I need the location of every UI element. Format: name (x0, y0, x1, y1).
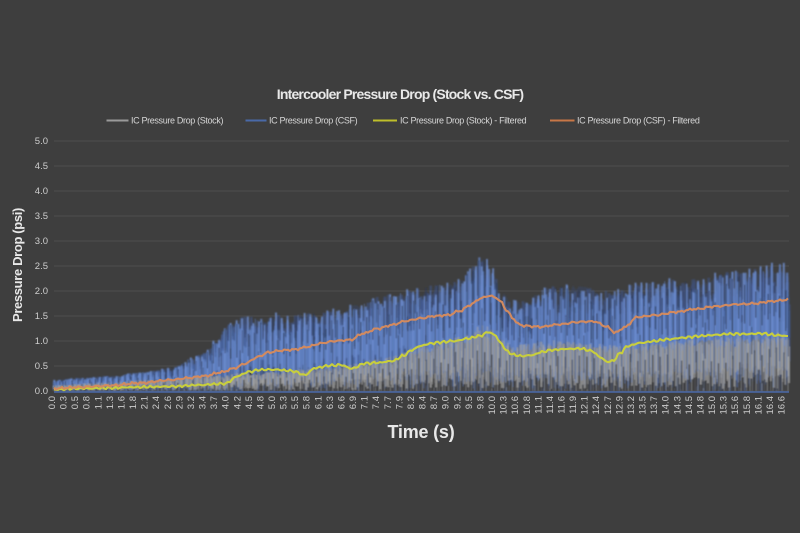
svg-text:15.0: 15.0 (707, 396, 718, 415)
svg-text:5.5: 5.5 (290, 396, 301, 409)
svg-text:1.5: 1.5 (35, 311, 48, 322)
svg-text:14.8: 14.8 (695, 396, 706, 415)
svg-text:9.8: 9.8 (475, 396, 486, 409)
svg-text:2.4: 2.4 (151, 396, 162, 409)
svg-text:2.9: 2.9 (174, 396, 185, 409)
svg-text:IC Pressure Drop (Stock) - Fil: IC Pressure Drop (Stock) - Filtered (400, 116, 527, 126)
svg-text:10.3: 10.3 (499, 396, 510, 415)
svg-text:4.5: 4.5 (35, 161, 48, 172)
svg-text:6.3: 6.3 (325, 396, 336, 409)
svg-text:4.0: 4.0 (221, 396, 232, 409)
svg-text:IC Pressure Drop (Stock): IC Pressure Drop (Stock) (131, 116, 223, 126)
svg-text:10.0: 10.0 (487, 396, 498, 415)
svg-text:7.1: 7.1 (360, 396, 371, 409)
svg-text:4.0: 4.0 (35, 186, 48, 197)
svg-text:15.3: 15.3 (719, 396, 730, 415)
svg-text:3.7: 3.7 (209, 396, 220, 409)
svg-text:11.6: 11.6 (557, 396, 568, 414)
svg-text:11.9: 11.9 (568, 396, 579, 414)
svg-text:0.3: 0.3 (59, 396, 70, 409)
svg-text:0.5: 0.5 (35, 361, 48, 372)
svg-text:13.7: 13.7 (649, 396, 660, 415)
svg-text:0.8: 0.8 (82, 396, 93, 409)
svg-text:1.8: 1.8 (128, 396, 139, 409)
svg-text:15.8: 15.8 (742, 396, 753, 415)
svg-text:14.0: 14.0 (661, 396, 672, 415)
svg-text:4.8: 4.8 (255, 396, 266, 409)
svg-text:2.0: 2.0 (35, 286, 48, 297)
svg-text:5.0: 5.0 (35, 136, 48, 147)
svg-text:5.0: 5.0 (267, 396, 278, 409)
svg-text:7.4: 7.4 (371, 396, 382, 409)
svg-text:6.1: 6.1 (313, 396, 324, 409)
svg-text:2.6: 2.6 (163, 396, 174, 409)
svg-text:8.7: 8.7 (429, 396, 440, 409)
svg-text:14.5: 14.5 (684, 396, 695, 415)
svg-text:11.4: 11.4 (545, 396, 556, 414)
svg-text:15.6: 15.6 (730, 396, 741, 415)
svg-text:16.6: 16.6 (777, 396, 788, 415)
svg-text:10.6: 10.6 (510, 396, 521, 415)
svg-text:13.2: 13.2 (626, 396, 637, 415)
svg-text:Pressure Drop (psi): Pressure Drop (psi) (10, 208, 25, 322)
svg-text:1.0: 1.0 (35, 336, 48, 347)
svg-text:12.7: 12.7 (603, 396, 614, 415)
svg-text:0.0: 0.0 (35, 386, 48, 397)
svg-text:16.1: 16.1 (753, 396, 764, 415)
svg-text:5.3: 5.3 (279, 396, 290, 409)
svg-text:2.1: 2.1 (140, 396, 151, 409)
svg-text:14.3: 14.3 (672, 396, 683, 415)
svg-text:9.0: 9.0 (441, 396, 452, 409)
svg-text:8.4: 8.4 (418, 396, 429, 409)
svg-text:6.6: 6.6 (337, 396, 348, 409)
svg-text:1.3: 1.3 (105, 396, 116, 409)
svg-text:4.5: 4.5 (244, 396, 255, 409)
svg-text:Time (s): Time (s) (387, 422, 454, 442)
svg-text:3.0: 3.0 (35, 236, 48, 247)
svg-text:2.5: 2.5 (35, 261, 48, 272)
svg-text:4.2: 4.2 (232, 396, 243, 409)
svg-text:3.2: 3.2 (186, 396, 197, 409)
svg-text:6.9: 6.9 (348, 396, 359, 409)
svg-text:IC Pressure Drop (CSF): IC Pressure Drop (CSF) (269, 116, 358, 126)
svg-text:0.0: 0.0 (47, 396, 58, 409)
svg-text:7.7: 7.7 (383, 396, 394, 409)
svg-text:IC Pressure Drop (CSF) - Filte: IC Pressure Drop (CSF) - Filtered (577, 116, 700, 126)
svg-text:0.5: 0.5 (70, 396, 81, 409)
svg-text:12.9: 12.9 (614, 396, 625, 415)
svg-text:3.5: 3.5 (35, 211, 48, 222)
svg-text:13.5: 13.5 (638, 396, 649, 415)
svg-text:3.4: 3.4 (198, 396, 209, 409)
svg-text:16.4: 16.4 (765, 396, 776, 415)
svg-text:10.8: 10.8 (522, 396, 533, 415)
svg-text:12.4: 12.4 (591, 396, 602, 415)
svg-text:Intercooler Pressure Drop (Sto: Intercooler Pressure Drop (Stock vs. CSF… (277, 86, 524, 102)
svg-text:5.8: 5.8 (302, 396, 313, 409)
svg-text:12.1: 12.1 (580, 396, 591, 415)
svg-text:9.2: 9.2 (452, 396, 463, 409)
svg-text:1.6: 1.6 (117, 396, 128, 409)
svg-text:7.9: 7.9 (394, 396, 405, 409)
svg-text:1.1: 1.1 (93, 396, 104, 409)
svg-text:8.2: 8.2 (406, 396, 417, 409)
svg-text:11.1: 11.1 (533, 396, 544, 414)
svg-text:9.5: 9.5 (464, 396, 475, 409)
